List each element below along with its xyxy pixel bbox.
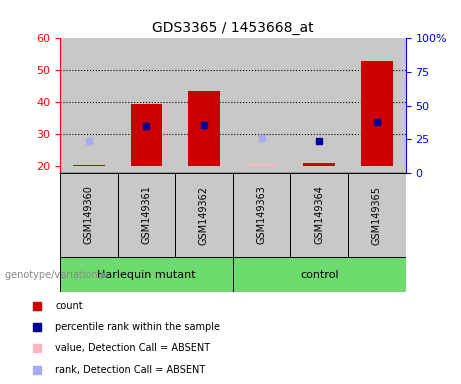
Bar [60, 257, 233, 292]
Text: GSM149363: GSM149363 [257, 185, 266, 245]
Bar [246, 164, 278, 166]
Text: GSM149362: GSM149362 [199, 185, 209, 245]
Bar [60, 173, 118, 257]
Text: Harlequin mutant: Harlequin mutant [97, 270, 195, 280]
Text: GSM149365: GSM149365 [372, 185, 382, 245]
Text: value, Detection Call = ABSENT: value, Detection Call = ABSENT [55, 343, 210, 354]
Bar [188, 91, 220, 166]
Text: GSM149364: GSM149364 [314, 185, 324, 245]
Bar [118, 38, 175, 173]
Bar [361, 61, 393, 166]
Bar [130, 104, 162, 166]
Bar [348, 38, 406, 173]
Text: control: control [300, 270, 338, 280]
Text: GSM149360: GSM149360 [84, 185, 94, 245]
Bar [290, 38, 348, 173]
Bar [175, 173, 233, 257]
Text: GSM149361: GSM149361 [142, 185, 151, 245]
Bar [290, 173, 348, 257]
Bar [348, 173, 406, 257]
Title: GDS3365 / 1453668_at: GDS3365 / 1453668_at [152, 21, 313, 35]
Bar [118, 173, 175, 257]
Bar [233, 173, 290, 257]
Bar [233, 38, 290, 173]
Text: rank, Detection Call = ABSENT: rank, Detection Call = ABSENT [55, 364, 206, 375]
Bar [175, 38, 233, 173]
Text: genotype/variation ▶: genotype/variation ▶ [5, 270, 108, 280]
Bar [233, 257, 406, 292]
Bar [60, 38, 118, 173]
Bar [303, 163, 335, 166]
Text: count: count [55, 301, 83, 311]
Text: percentile rank within the sample: percentile rank within the sample [55, 322, 220, 333]
